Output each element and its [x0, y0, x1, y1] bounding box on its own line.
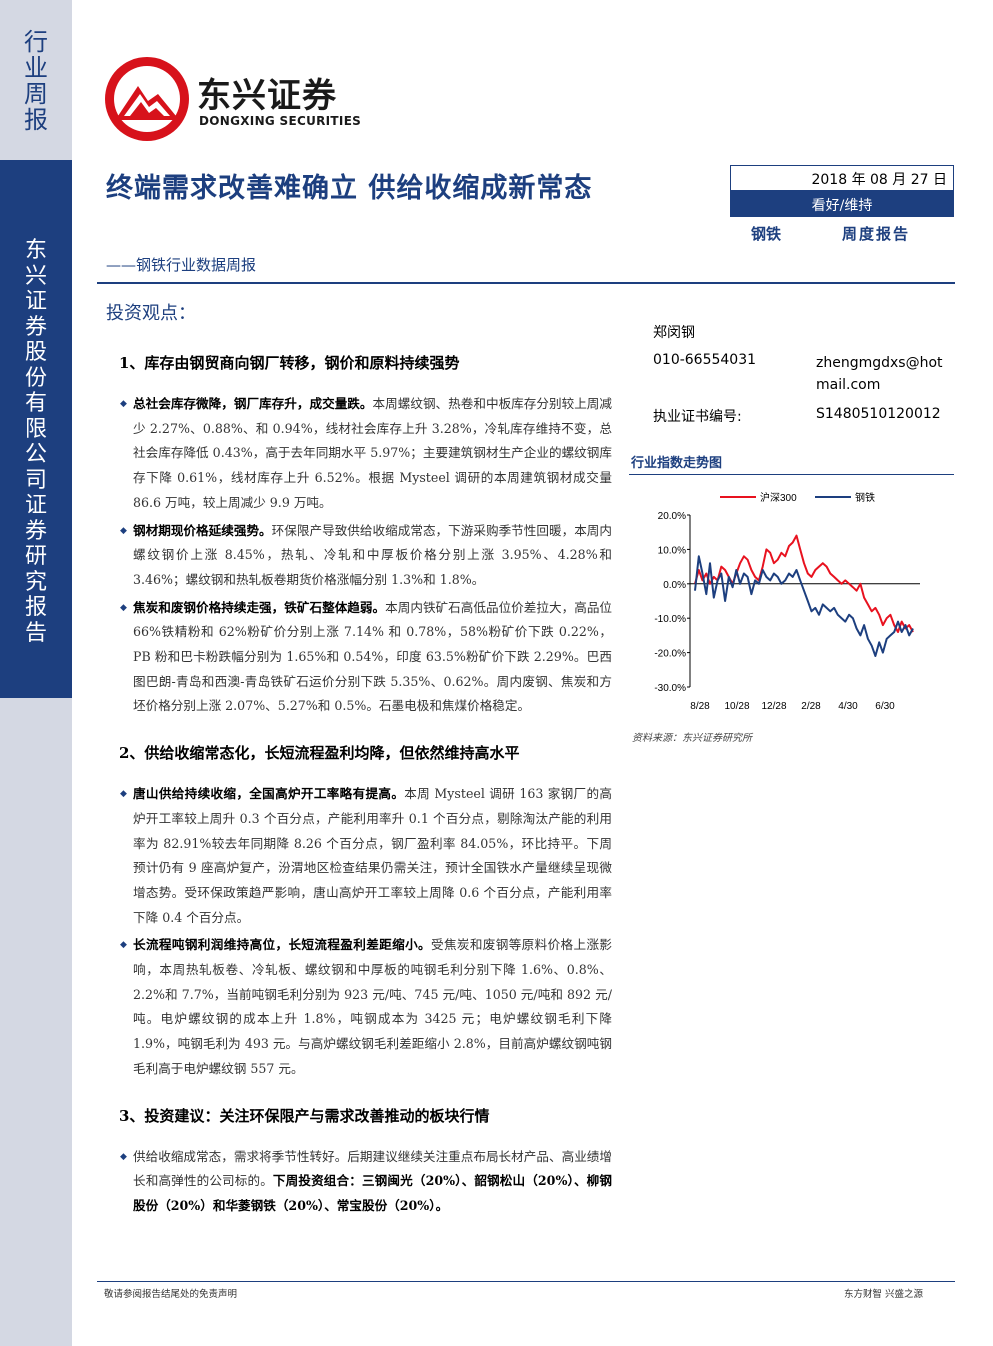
diamond-bullet-icon: ◆: [120, 399, 127, 409]
y-tick-label: -30.0%: [654, 683, 686, 694]
x-tick-label: 12/28: [761, 701, 786, 712]
legend-label: 沪深300: [760, 491, 797, 504]
analyst-name: 郑闵钢: [653, 325, 695, 341]
dongxing-logo-icon: [105, 57, 189, 141]
firm-name-char: 兴: [24, 263, 47, 289]
date-box: 2018 年 08 月 27 日: [730, 165, 954, 191]
chart-title-divider: [629, 474, 954, 475]
firm-name-char: 告: [24, 620, 47, 646]
paragraph-lead: 长流程吨钢利润维持高位，长短流程盈利差距缩小。: [133, 937, 431, 953]
paragraph-text: 供给收缩成常态，需求将季节性转好。后期建议继续关注重点布局长材产品、高业绩增长和…: [133, 1148, 612, 1189]
diamond-bullet-icon: ◆: [120, 602, 127, 613]
chart-source: 资料来源：东兴证券研究所: [632, 733, 752, 744]
section-heading: 2、供给收缩常态化，长短流程盈利均降，但依然维持高水平: [119, 744, 520, 763]
chart-title: 行业指数走势图: [631, 456, 723, 471]
side-panel-bottom: [0, 698, 72, 1346]
report-type-char: 业: [24, 54, 48, 82]
paragraph-text: 本周 Mysteel 调研 163 家钢厂的高炉开工率较上周升 0.3 个百分点…: [133, 786, 612, 925]
side-panel-top: [0, 0, 72, 160]
series-line-steel: [694, 555, 914, 657]
section-heading: 3、投资建议：关注环保限产与需求改善推动的板块行情: [119, 1106, 490, 1125]
paragraph-lead: 唐山供给持续收缩，全国高炉开工率略有提高。: [133, 786, 405, 802]
paragraph-bold-tail: 下周投资组合：三钢闽光（20%）、韶钢松山（20%）、柳钢股份（20%）和华菱钢…: [133, 1173, 612, 1213]
firm-name-char: 有: [24, 391, 47, 416]
y-tick-label: 0.0%: [663, 580, 686, 591]
side-panel-middle: [0, 160, 72, 698]
section-heading: 1、库存由钢贸商向钢厂转移，钢价和原料持续强势: [119, 354, 460, 372]
x-tick-label: 10/28: [724, 701, 749, 712]
report-subtitle: ——钢铁行业数据周报: [106, 256, 257, 274]
firm-name-char: 证: [24, 289, 47, 314]
diamond-bullet-icon: ◆: [120, 940, 127, 951]
x-tick-label: 8/28: [690, 701, 710, 712]
firm-name-char: 份: [24, 365, 47, 391]
firm-name-char: 券: [24, 518, 47, 544]
report-type-vertical: 行业周报: [0, 30, 72, 134]
paragraph-text: 受焦炭和废钢等原料价格上涨影响，本周热轧板卷、冷轧板、螺纹钢和中厚板的吨钢毛利分…: [133, 937, 613, 1076]
bullet-paragraph: ◆ 钢材期现价格延续强势。环保限产导致供给收缩成常态，下游采购季节性回暖，本周内螺…: [107, 519, 612, 593]
bullet-paragraph: ◆ 总社会库存微降，钢厂库存升，成交量跌。本周螺纹钢、热卷和中板库存分别较上周减少…: [107, 392, 612, 516]
firm-name-char: 研: [24, 544, 47, 569]
firm-name-char: 证: [24, 493, 47, 518]
y-tick-label: 20.0%: [658, 511, 686, 522]
paragraph-lead: 总社会库存微降，钢厂库存升，成交量跌。: [133, 396, 373, 411]
firm-name-char: 东: [24, 238, 47, 263]
x-tick-label: 4/30: [838, 701, 858, 712]
firm-name-char: 报: [24, 595, 47, 620]
bullet-paragraph: ◆ 焦炭和废钢价格持续走强，铁矿石整体趋弱。本周内铁矿石高低品位价差拉大，高品位 …: [107, 596, 612, 720]
paragraph-text: 环保限产导致供给收缩成常态，下游采购季节性回暖，本周内螺纹钢价上涨 8.45%，…: [133, 522, 613, 587]
analyst-phone: 010-66554031: [653, 352, 757, 368]
y-tick-label: -10.0%: [654, 614, 686, 625]
logo-chinese-name: 东兴证券: [197, 76, 337, 116]
legend-label: 钢铁: [855, 491, 875, 504]
rating-box: 看好/维持: [730, 191, 954, 217]
firm-name-char: 司: [24, 467, 47, 493]
firm-name-vertical: 东兴证券股份有限公司证券研究报告: [0, 240, 72, 648]
footer-divider: [97, 1281, 955, 1282]
report-type-char: 行: [24, 28, 48, 56]
industry-index-chart: 20.0% 10.0% 0.0% -10.0% -20.0% -30.0% 8/28 10/2…: [654, 491, 920, 712]
y-tick-label: -20.0%: [654, 649, 686, 660]
diamond-bullet-icon: ◆: [120, 789, 127, 800]
firm-name-char: 券: [24, 314, 47, 340]
header-divider: [97, 282, 955, 284]
analyst-email[interactable]: zhengmgdxs@hotmail.com: [816, 355, 943, 393]
bullet-paragraph: ◆ 长流程吨钢利润维持高位，长短流程盈利差距缩小。受焦炭和废钢等原料价格上涨影响，…: [107, 933, 612, 1081]
firm-name-char: 究: [24, 569, 47, 595]
report-type-char: 报: [24, 106, 48, 134]
firm-name-char: 限: [24, 416, 47, 442]
report-date: 2018 年 08 月 27 日: [811, 172, 947, 188]
bullet-paragraph: ◆ 唐山供给持续收缩，全国高炉开工率略有提高。本周 Mysteel 调研 163 …: [107, 782, 612, 930]
logo-english-name: DONGXING SECURITIES: [199, 114, 362, 128]
diamond-bullet-icon: ◆: [120, 525, 127, 536]
firm-name-char: 公: [24, 442, 47, 467]
y-tick-label: 10.0%: [658, 545, 686, 556]
firm-name-char: 股: [24, 340, 47, 365]
bullet-paragraph: ◆ 供给收缩成常态，需求将季节性转好。后期建议继续关注重点布局长材产品、高业绩增长…: [107, 1145, 612, 1219]
analyst-cert-number: S1480510120012: [816, 406, 941, 422]
report-title: 终端需求改善难确立 供给收缩成新常态: [106, 173, 593, 204]
paragraph-text: 本周内铁矿石高低品位价差拉大，高品位 66%铁精粉和 62%粉矿价分别上涨 7.…: [133, 599, 613, 714]
report-body: 1、库存由钢贸商向钢厂转移，钢价和原料持续强势 ◆ 总社会库存微降，钢厂库存升，成交…: [107, 352, 612, 1242]
x-tick-label: 6/30: [875, 701, 895, 712]
rating: 看好/维持: [811, 198, 873, 214]
report-type-char: 周: [24, 80, 48, 108]
report-type-label: 周度报告: [842, 225, 911, 243]
paragraph-lead: 钢材期现价格延续强势。: [133, 522, 272, 538]
industry-label: 钢铁: [751, 225, 782, 243]
paragraph-text: 本周螺纹钢、热卷和中板库存分别较上周减少 2.27%、0.88%、和 0.94%…: [133, 396, 613, 510]
diamond-bullet-icon: ◆: [120, 1151, 127, 1162]
analyst-cert-label: 执业证书编号:: [653, 409, 742, 425]
footer-disclaimer: 敬请参阅报告结尾处的免责声明: [104, 1289, 238, 1300]
section-title-investment-view: 投资观点：: [106, 303, 196, 324]
footer-slogan: 东方财智 兴盛之源: [843, 1289, 923, 1300]
paragraph-lead: 焦炭和废钢价格持续走强，铁矿石整体趋弱。: [133, 599, 386, 615]
x-tick-label: 2/28: [801, 701, 821, 712]
